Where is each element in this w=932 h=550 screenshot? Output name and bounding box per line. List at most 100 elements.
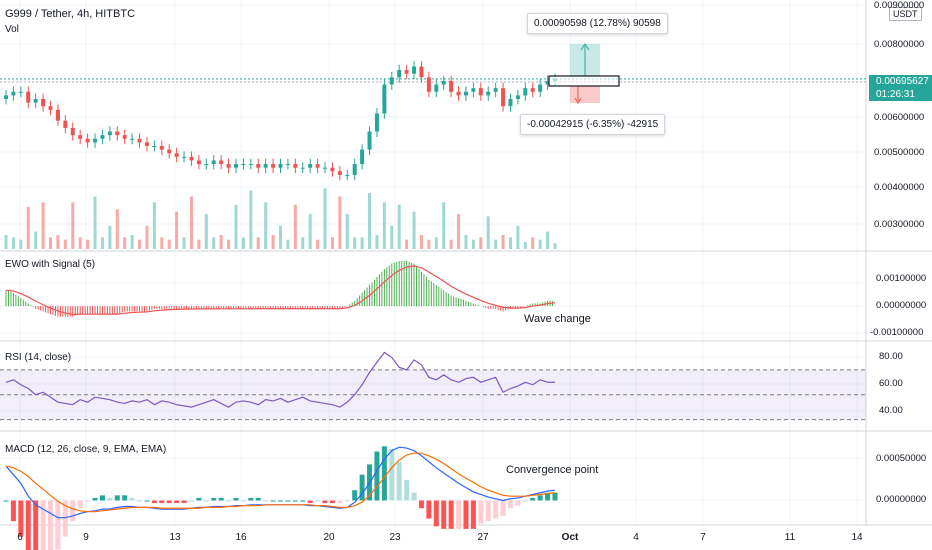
volume-bar: [175, 211, 179, 249]
macd-title: MACD (12, 26, close, 9, EMA, EMA): [5, 444, 167, 455]
macd-histogram-bar: [166, 500, 172, 504]
ewo-signal-line: [5, 265, 556, 315]
volume-bar: [523, 242, 527, 249]
macd-histogram-bar: [233, 497, 239, 501]
x-tick: 11: [784, 532, 796, 543]
ewo-histogram: [5, 260, 556, 317]
candle-body: [11, 91, 16, 96]
candle-body: [263, 164, 268, 168]
macd-histogram-bar: [92, 497, 98, 501]
volume-bar: [501, 235, 505, 249]
volume-bar: [316, 239, 320, 249]
x-tick: 4: [633, 532, 639, 543]
volume-bar: [397, 204, 401, 249]
macd-histogram-bar: [411, 492, 417, 501]
volume-bar: [19, 239, 23, 249]
candle-body: [352, 164, 357, 175]
macd-histogram-bar: [537, 495, 543, 501]
candle-body: [523, 88, 528, 96]
candle-body: [18, 91, 23, 93]
macd-histogram-bar: [196, 497, 202, 501]
macd-histogram-bar: [55, 500, 61, 550]
candle-body: [189, 156, 194, 161]
volume-bar: [108, 225, 112, 249]
currency-badge[interactable]: USDT: [889, 7, 922, 21]
candle-body: [233, 164, 238, 168]
measure-tool[interactable]: [548, 43, 620, 104]
volume-bar: [11, 237, 15, 249]
volume-bar: [71, 202, 75, 249]
measure-up-arrowhead: [580, 43, 590, 51]
macd-histogram-bar: [396, 461, 402, 501]
macd-histogram-bar: [77, 500, 83, 509]
volume-bar: [301, 237, 305, 249]
candle-body: [426, 77, 431, 92]
candle-body: [285, 164, 290, 166]
macd-histogram-bar: [18, 500, 24, 537]
candle-body: [248, 164, 253, 166]
volume-bar: [241, 237, 245, 249]
volume-bar: [486, 216, 490, 249]
rsi-panel: [0, 351, 866, 421]
volume-bar: [189, 196, 193, 249]
candle-body: [93, 138, 98, 143]
volume-bar: [271, 235, 275, 249]
bar-countdown: 01:26:31: [869, 88, 932, 101]
volume-bar: [353, 237, 357, 249]
candle-body: [412, 66, 417, 74]
candle-body: [78, 135, 83, 139]
x-tick: 9: [83, 532, 89, 543]
volume-bar: [93, 196, 97, 249]
candle-body: [330, 167, 335, 172]
volume-bar: [26, 207, 30, 249]
candle-body: [278, 164, 283, 168]
volume-bar: [427, 239, 431, 249]
volume-bar: [442, 202, 446, 249]
macd-histogram-bar: [507, 500, 513, 509]
candle-body: [345, 174, 350, 176]
candle-body: [293, 164, 298, 168]
macd-histogram-bar: [463, 500, 469, 529]
macd-histogram-bar: [292, 500, 298, 502]
volume-bar: [286, 239, 290, 249]
candle-body: [545, 80, 550, 85]
volume-bar: [130, 235, 134, 249]
candle-body: [360, 149, 365, 165]
macd-histogram-bar: [404, 479, 410, 501]
macd-histogram-bar: [144, 500, 150, 502]
candle-body: [26, 91, 31, 103]
convergence-annotation: Convergence point: [506, 464, 599, 476]
x-tick: 6: [17, 532, 23, 543]
macd-histogram-bar: [159, 500, 165, 504]
ewo-tick: 0.00000000: [876, 300, 927, 311]
candle-body: [70, 127, 75, 136]
volume-bar: [78, 237, 82, 249]
candle-body: [241, 164, 246, 166]
macd-histogram-bar: [352, 490, 358, 501]
candle-body: [48, 106, 53, 110]
macd-histogram-bar: [329, 500, 335, 504]
candle-body: [449, 80, 454, 92]
symbol-title: G999 / Tether, 4h, HITBTC: [5, 8, 136, 20]
macd-histogram-bar: [552, 492, 558, 501]
macd-histogram-bar: [181, 500, 187, 504]
candle-body: [337, 171, 342, 175]
price-tick: 0.00400000: [874, 182, 925, 193]
volume-bar: [412, 211, 416, 249]
volume-bar: [538, 239, 542, 249]
macd-histogram-bar: [522, 500, 528, 502]
price-tick: 0.00900000: [874, 0, 925, 11]
macd-histogram-bar: [300, 500, 306, 502]
x-tick: 7: [700, 532, 706, 543]
volume-bar: [323, 188, 327, 249]
price-tick: 0.00500000: [874, 147, 925, 158]
volume-bar: [531, 237, 535, 249]
volume-bar: [338, 196, 342, 249]
volume-bar: [115, 209, 119, 249]
candle-body: [441, 80, 446, 85]
ewo-title: EWO with Signal (5): [5, 259, 96, 270]
measure-down-arrowhead: [574, 97, 582, 104]
candle-body: [389, 77, 394, 85]
macd-histogram-bar: [10, 500, 16, 522]
